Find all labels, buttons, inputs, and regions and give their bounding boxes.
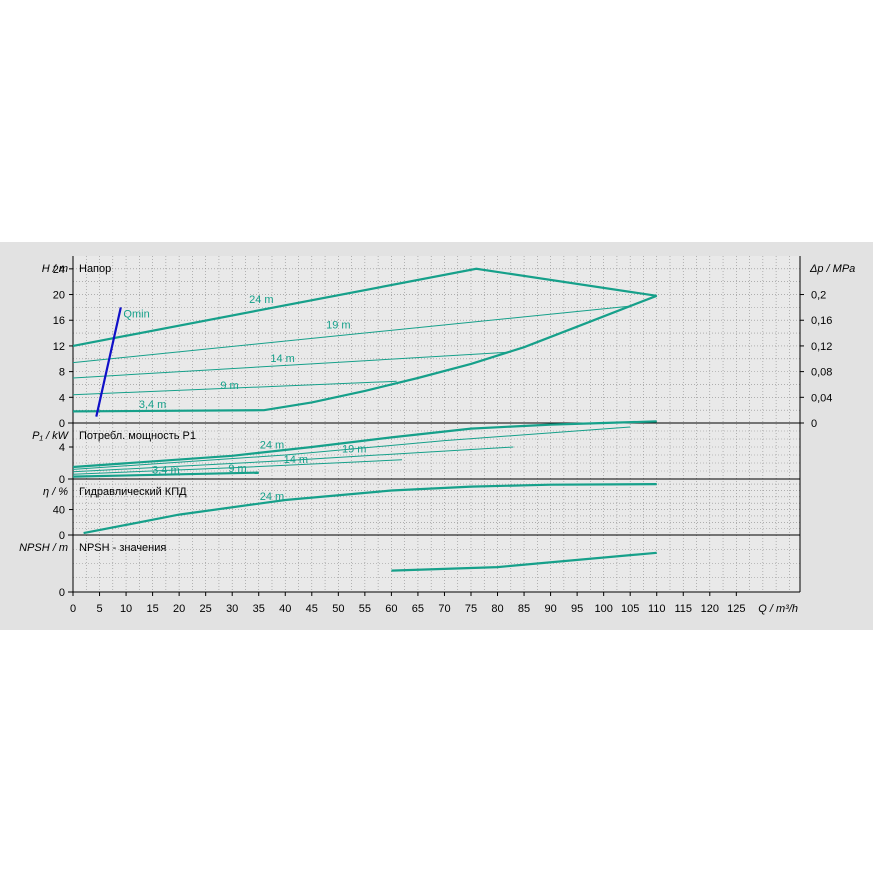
x-tick-label: 10 — [120, 603, 132, 615]
curve-label: 24 m — [249, 294, 273, 306]
y-tick-label: 0 — [59, 587, 65, 599]
y-tick-label: 24 — [53, 264, 65, 276]
x-tick-label: 85 — [518, 603, 530, 615]
x-tick-label: 50 — [332, 603, 344, 615]
x-tick-label: 70 — [438, 603, 450, 615]
series-line — [72, 351, 509, 379]
series-line — [72, 459, 403, 475]
y-tick-label: 0 — [59, 418, 65, 430]
y-tick-label: 12 — [53, 341, 65, 353]
x-tick-label: 25 — [200, 603, 212, 615]
x-tick-label: 60 — [385, 603, 397, 615]
y-axis-label: H / m — [42, 263, 68, 275]
y-tick-label: 16 — [53, 315, 65, 327]
curve-label: 24 m — [260, 491, 284, 503]
series-line — [72, 380, 397, 396]
series-line — [72, 420, 657, 469]
x-tick-label: 115 — [674, 603, 692, 615]
curve-label: 14 m — [284, 454, 308, 466]
series-line — [72, 305, 631, 364]
panel-title: NPSH - значения — [79, 542, 166, 554]
curve-label: 9 m — [228, 463, 246, 475]
x-tick-label: 20 — [173, 603, 185, 615]
y-tick-label: 4 — [59, 392, 65, 404]
x-tick-label: 100 — [594, 603, 612, 615]
series-line — [72, 294, 658, 413]
x-tick-label: 90 — [544, 603, 556, 615]
y-axis-label: NPSH / m — [19, 542, 68, 554]
x-tick-label: 40 — [279, 603, 291, 615]
y-tick-label: 4 — [59, 442, 65, 454]
x-tick-label: 35 — [253, 603, 265, 615]
x-tick-label: 80 — [491, 603, 503, 615]
curve-label: 9 m — [220, 380, 238, 392]
y2-axis-label: Δp / MPa — [809, 263, 855, 275]
x-tick-label: 75 — [465, 603, 477, 615]
series-line — [72, 267, 657, 347]
y2-tick-label: 0,12 — [811, 341, 832, 353]
curve-label: 3,4 m — [152, 464, 180, 476]
x-tick-label: 125 — [727, 603, 745, 615]
series-line — [391, 551, 657, 572]
series-line — [72, 446, 514, 473]
x-tick-label: 5 — [96, 603, 102, 615]
y-axis-label: η / % — [43, 486, 68, 498]
panel-title: Потребл. мощность P1 — [79, 430, 196, 442]
y2-tick-label: 0,08 — [811, 367, 832, 379]
curve-label: 19 m — [326, 320, 350, 332]
series-line — [72, 471, 259, 478]
curve-label: 24 m — [260, 440, 284, 452]
curve-label: 3,4 m — [139, 399, 167, 411]
y-tick-label: 0 — [59, 474, 65, 486]
pump-curve-chart: 0 4 8 12 16 20 24 Напор H / m 0 4 Потребл. мощность… — [0, 242, 873, 630]
series-line — [83, 483, 657, 535]
y-axis-label: P₁ / kW — [32, 430, 69, 442]
x-tick-label: 95 — [571, 603, 583, 615]
x-tick-label: 0 — [70, 603, 76, 615]
y2-tick-label: 0 — [811, 418, 817, 430]
x-axis-label: Q / m³/h — [758, 603, 798, 615]
curve-label: 19 m — [342, 444, 366, 456]
plot-area — [73, 256, 800, 592]
x-tick-label: 45 — [306, 603, 318, 615]
x-tick-label: 110 — [648, 603, 666, 615]
series-line — [95, 307, 122, 417]
panel-title: Напор — [79, 263, 111, 275]
x-tick-label: 120 — [701, 603, 719, 615]
y-tick-label: 20 — [53, 290, 65, 302]
y2-tick-label: 0,2 — [811, 290, 826, 302]
y-tick-label: 40 — [53, 505, 65, 517]
y2-tick-label: 0,16 — [811, 315, 832, 327]
x-tick-label: 30 — [226, 603, 238, 615]
x-tick-label: 55 — [359, 603, 371, 615]
curve-label: 14 m — [270, 353, 294, 365]
x-tick-label: 65 — [412, 603, 424, 615]
y-tick-label: 0 — [59, 530, 65, 542]
y-tick-label: 8 — [59, 367, 65, 379]
x-tick-label: 15 — [146, 603, 158, 615]
qmin-label: Qmin — [123, 309, 149, 321]
y2-tick-label: 0,04 — [811, 392, 832, 404]
x-tick-label: 105 — [621, 603, 639, 615]
panel-title: Гидравлический КПД — [79, 486, 187, 498]
pump-curve-svg: 0 4 8 12 16 20 24 Напор H / m 0 4 Потребл. мощность… — [19, 256, 855, 615]
series-line — [72, 426, 631, 470]
